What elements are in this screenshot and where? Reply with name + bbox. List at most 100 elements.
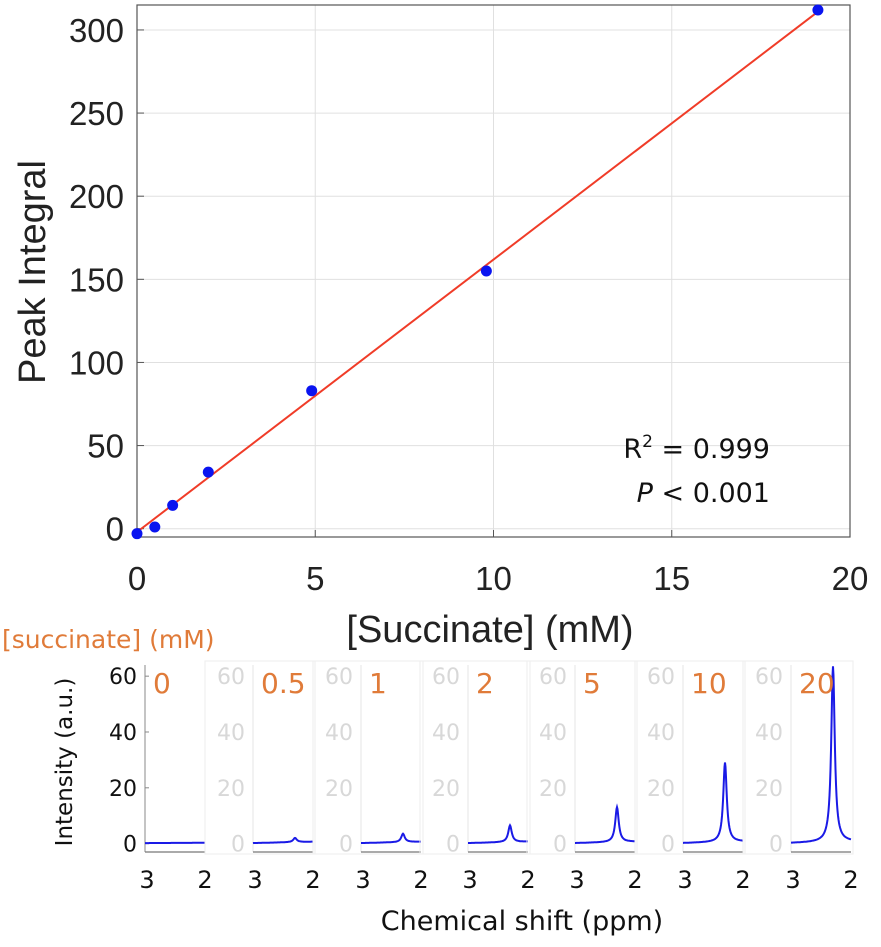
- x-tick-label: 20: [832, 560, 869, 597]
- x-tick-label: 15: [653, 560, 690, 597]
- data-point: [167, 499, 179, 511]
- spectrum-y-tick-label: 60: [539, 665, 567, 690]
- main-plot-frame: [136, 4, 851, 538]
- main-x-ticks: 0 5 10 15 20: [128, 560, 869, 597]
- spectrum-y-tick-label: 20: [325, 777, 353, 802]
- spectrum-x-tick-label: 3: [247, 866, 262, 894]
- spectrum-line: [252, 836, 313, 845]
- spectrum-y-tick-label: 20: [539, 777, 567, 802]
- spectrum-y-tick-label: 40: [217, 721, 245, 746]
- data-point: [149, 521, 161, 533]
- spectrum-x-tick-label: 2: [413, 866, 428, 894]
- y-tick-label: 250: [69, 95, 124, 132]
- faint-panel-outline: [526, 660, 638, 855]
- spectrum-x-tick-label: 3: [139, 866, 154, 894]
- spectrum-y-tick-label: 40: [755, 721, 783, 746]
- y-tick-label: 150: [69, 261, 124, 298]
- spectrum-y-tick-label: 0: [123, 833, 137, 858]
- spectrum-panel: 0 20 40 60 20 3 2: [742, 660, 859, 894]
- x-tick-label: 0: [128, 560, 146, 597]
- spectrum-y-tick-label: 0: [553, 833, 567, 858]
- concentration-label: 1: [369, 667, 387, 700]
- spectrum-panel: 0 20 40 60 1 3 2: [312, 660, 429, 894]
- spectrum-y-tick-label: 40: [109, 721, 137, 746]
- spectrum-y-tick-label: 40: [539, 721, 567, 746]
- spectrum-y-tick-label: 0: [446, 833, 460, 858]
- spectrum-x-tick-label: 3: [785, 866, 800, 894]
- spectrum-panel: 0 20 40 60 5 3 2: [526, 660, 643, 894]
- concentration-label: 10: [691, 667, 727, 700]
- data-point: [202, 466, 214, 478]
- spectra-x-axis-label: Chemical shift (ppm): [381, 906, 663, 937]
- spectrum-x-tick-label: 3: [355, 866, 370, 894]
- data-point: [131, 528, 143, 540]
- spectrum-x-tick-label: 2: [197, 866, 212, 894]
- y-tick-label: 300: [69, 12, 124, 49]
- spectrum-x-tick-label: 2: [843, 866, 858, 894]
- spectrum-y-tick-label: 40: [325, 721, 353, 746]
- spectrum-panel: 0 20 40 60 10 3 2: [634, 660, 751, 894]
- data-points: [131, 4, 824, 540]
- spectrum-y-tick-label: 20: [755, 777, 783, 802]
- spectrum-y-tick-label: 40: [647, 721, 675, 746]
- spectrum-line: [683, 762, 743, 844]
- spectrum-line: [361, 832, 421, 844]
- spectrum-panel: 0 20 40 60 0.5 3 2: [204, 660, 321, 894]
- spectrum-line: [791, 666, 852, 844]
- spectrum-x-tick-label: 2: [520, 866, 535, 894]
- y-axis-label: Peak Integral: [12, 160, 54, 384]
- x-axis-label: [Succinate] (mM): [346, 609, 633, 651]
- concentration-label: 5: [583, 667, 601, 700]
- spectrum-y-tick-label: 60: [432, 665, 460, 690]
- y-tick-label: 50: [87, 428, 124, 465]
- r-squared-annotation: R2 = 0.999: [623, 432, 770, 465]
- spectrum-y-tick-label: 0: [231, 833, 245, 858]
- spectrum-y-tick-label: 0: [339, 833, 353, 858]
- main-y-ticks: 0 50 100 150 200 250 300: [69, 12, 124, 548]
- main-gridlines: [136, 5, 851, 537]
- spectrum-y-tick-label: 0: [769, 833, 783, 858]
- x-tick-label: 10: [475, 560, 512, 597]
- spectrum-y-tick-label: 60: [217, 665, 245, 690]
- spectra-panels: [succinate] (mM) Intensity (a.u.) Chemic…: [2, 625, 859, 937]
- faint-panel-outline: [634, 660, 746, 855]
- spectrum-line: [575, 803, 635, 844]
- data-point: [480, 265, 492, 277]
- x-tick-label: 5: [306, 560, 324, 597]
- y-tick-label: 100: [69, 344, 124, 381]
- faint-panel-outline: [204, 660, 316, 855]
- concentration-label: 0.5: [261, 667, 306, 700]
- p-value-annotation: P < 0.001: [637, 478, 770, 509]
- data-point: [812, 4, 824, 16]
- spectrum-y-tick-label: 60: [109, 665, 137, 690]
- spectrum-panel: 0 20 40 60 2 3 2: [419, 660, 536, 894]
- spectrum-line: [468, 823, 528, 844]
- spectra-y-axis-label: Intensity (a.u.): [52, 678, 78, 847]
- spectra-title: [succinate] (mM): [2, 625, 215, 654]
- spectrum-y-tick-label: 20: [217, 777, 245, 802]
- spectrum-y-tick-label: 60: [325, 665, 353, 690]
- concentration-label: 2: [476, 667, 494, 700]
- y-tick-label: 0: [106, 511, 124, 548]
- fit-line: [136, 10, 819, 533]
- spectrum-y-tick-label: 20: [647, 777, 675, 802]
- spectrum-y-tick-label: 60: [647, 665, 675, 690]
- spectrum-x-tick-label: 2: [305, 866, 320, 894]
- spectrum-y-tick-label: 20: [432, 777, 460, 802]
- calibration-plot: 0 50 100 150 200 250 300 0 5 10 15 20 Peak Integra…: [12, 4, 868, 651]
- y-tick-label: 200: [69, 178, 124, 215]
- faint-panel-outline: [742, 660, 854, 855]
- faint-panel-outline: [312, 660, 424, 855]
- spectrum-x-tick-label: 2: [627, 866, 642, 894]
- spectrum-x-tick-label: 3: [462, 866, 477, 894]
- spectrum-y-tick-label: 60: [755, 665, 783, 690]
- spectrum-x-tick-label: 2: [735, 866, 750, 894]
- spectrum-y-tick-label: 40: [432, 721, 460, 746]
- faint-panel-outline: [419, 660, 531, 855]
- spectrum-y-tick-label: 20: [109, 777, 137, 802]
- data-point: [306, 385, 318, 397]
- spectrum-x-tick-label: 3: [569, 866, 584, 894]
